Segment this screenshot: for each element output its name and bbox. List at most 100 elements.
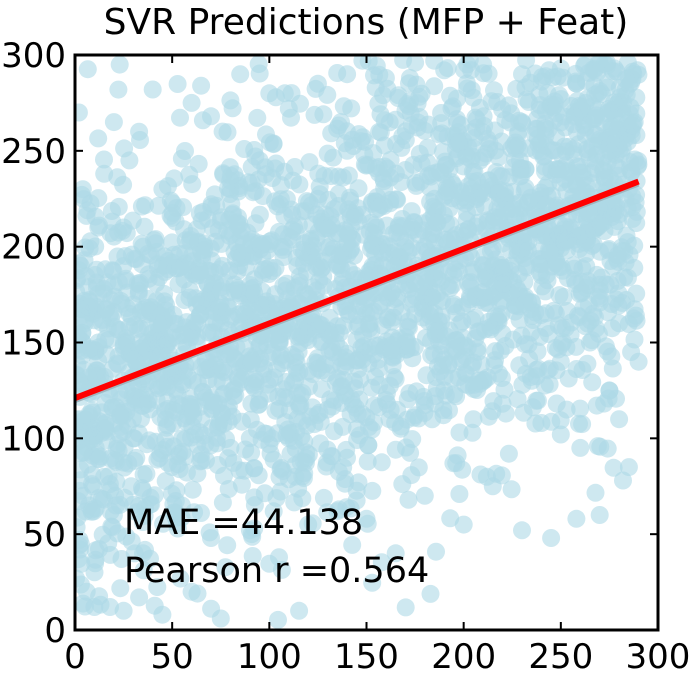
scatter-point — [145, 596, 164, 615]
scatter-point — [148, 578, 167, 597]
scatter-point — [132, 409, 150, 428]
scatter-point — [432, 104, 451, 122]
scatter-point — [137, 464, 156, 483]
scatter-point — [493, 324, 512, 343]
scatter-point — [130, 588, 149, 607]
scatter-point — [340, 261, 358, 280]
scatter-point — [109, 80, 128, 99]
scatter-point — [439, 262, 458, 281]
scatter-point — [75, 536, 89, 555]
scatter-point — [104, 113, 123, 132]
scatter-point — [336, 386, 355, 405]
scatter-point — [289, 479, 308, 498]
scatter-point — [453, 312, 472, 331]
scatter-point — [76, 597, 94, 616]
scatter-point — [205, 185, 224, 204]
scatter-point — [174, 198, 193, 217]
scatter-point — [318, 440, 337, 459]
scatter-point — [459, 294, 478, 313]
scatter-point — [290, 175, 309, 194]
scatter-point — [149, 259, 167, 278]
scatter-point — [418, 138, 437, 157]
scatter-point — [79, 340, 98, 359]
scatter-point — [318, 85, 337, 104]
scatter-point — [75, 518, 86, 537]
scatter-point — [554, 68, 572, 87]
scatter-point — [125, 451, 144, 470]
scatter-point — [78, 201, 97, 220]
scatter-point — [401, 443, 420, 462]
scatter-point — [186, 312, 204, 331]
scatter-point — [192, 451, 211, 470]
scatter-point — [513, 239, 532, 258]
scatter-point — [610, 99, 629, 117]
scatter-point — [288, 256, 307, 275]
scatter-point — [148, 314, 167, 333]
scatter-point — [143, 80, 162, 99]
scatter-point — [306, 353, 325, 372]
scatter-point — [551, 113, 570, 132]
scatter-point — [274, 248, 293, 267]
scatter-point — [319, 219, 338, 238]
scatter-point — [450, 423, 469, 442]
scatter-point — [291, 396, 310, 415]
scatter-point — [282, 84, 301, 103]
scatter-point — [579, 204, 598, 223]
scatter-point — [325, 422, 344, 441]
scatter-point — [231, 65, 250, 84]
scatter-point — [76, 410, 95, 429]
scatter-point — [526, 414, 545, 433]
scatter-point — [219, 449, 238, 468]
scatter-point — [365, 396, 384, 415]
scatter-point — [200, 523, 219, 542]
y-tick-label: 150 — [1, 324, 66, 364]
scatter-point — [415, 403, 434, 422]
scatter-point — [256, 260, 275, 279]
scatter-point — [269, 610, 287, 629]
scatter-point — [213, 493, 232, 512]
scatter-point — [201, 436, 220, 455]
scatter-point — [508, 390, 527, 409]
scatter-point — [398, 390, 417, 409]
scatter-point — [372, 453, 391, 472]
axis-ticks: 0 50 100 150 200 250 300 0 50 100 150 200 250 300 — [1, 36, 690, 675]
scatter-point — [392, 173, 411, 192]
scatter-point — [90, 587, 109, 606]
scatter-point — [239, 173, 258, 192]
scatter-point — [158, 416, 177, 435]
scatter-point — [251, 236, 270, 255]
scatter-point — [133, 479, 151, 498]
scatter-point — [228, 262, 247, 281]
scatter-point — [314, 267, 333, 286]
scatter-point — [75, 299, 90, 318]
scatter-point — [75, 575, 90, 594]
scatter-point — [610, 115, 629, 134]
scatter-point — [270, 195, 289, 214]
scatter-point — [300, 193, 319, 212]
scatter-point — [493, 291, 512, 310]
scatter-point — [154, 514, 173, 533]
y-tick-label: 200 — [1, 228, 66, 268]
scatter-point — [375, 157, 394, 176]
scatter-point — [463, 179, 482, 198]
scatter-point — [255, 424, 274, 443]
scatter-point — [467, 118, 486, 137]
scatter-point — [354, 337, 373, 356]
scatter-point — [212, 234, 231, 253]
scatter-point — [221, 91, 240, 110]
scatter-point — [614, 471, 632, 490]
scatter-point — [576, 233, 595, 252]
scatter-point — [213, 372, 232, 391]
scatter-point — [171, 569, 190, 588]
scatter-point — [245, 488, 264, 507]
scatter-point — [219, 402, 238, 421]
scatter-point — [427, 213, 446, 232]
scatter-point — [87, 278, 106, 297]
scatter-point — [571, 399, 590, 418]
scatter-point — [218, 297, 236, 316]
scatter-point — [348, 431, 367, 449]
scatter-point — [96, 260, 115, 279]
scatter-point — [261, 370, 279, 389]
scatter-point — [425, 55, 444, 70]
scatter-point — [366, 78, 385, 97]
